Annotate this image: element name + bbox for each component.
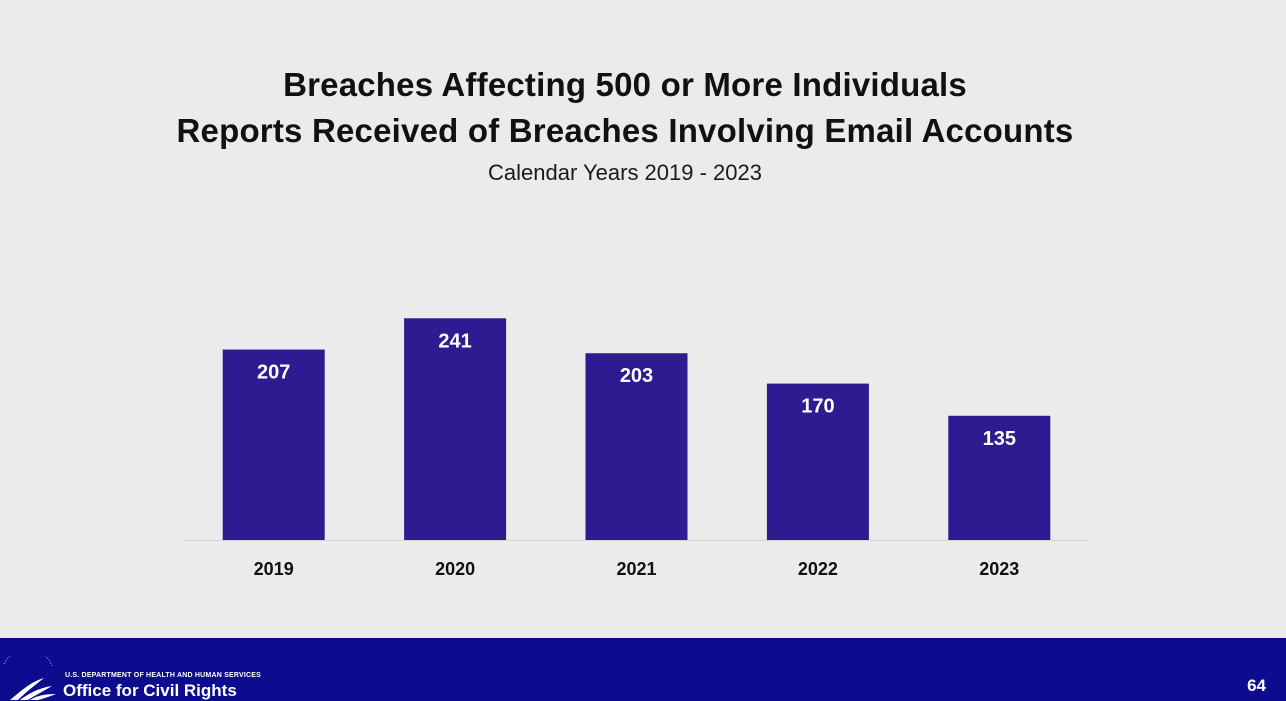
department-name: U.S. DEPARTMENT OF HEALTH AND HUMAN SERV… [65, 672, 261, 679]
data-label-2019: 207 [257, 362, 290, 384]
footer-bar: U.S. DEPARTMENT OF HEALTH AND HUMAN SERV… [0, 638, 1286, 701]
bar-chart: 207 2019 241 2020 203 2021 170 2022 135 2023 [183, 318, 1090, 579]
bar-2020 [404, 318, 507, 540]
chart-titles: Breaches Affecting 500 or More Individua… [0, 62, 1250, 190]
bar-2019 [222, 349, 325, 540]
x-tick-label-2023: 2023 [979, 559, 1019, 579]
hhs-eagle-seal-icon [3, 656, 56, 700]
office-name: Office for Civil Rights [63, 681, 237, 700]
data-label-2022: 170 [801, 396, 834, 418]
bar-2021 [585, 353, 688, 540]
bar-2023 [948, 415, 1051, 540]
x-tick-label-2020: 2020 [435, 559, 475, 579]
chart-title-line-2: Reports Received of Breaches Involving E… [176, 112, 1074, 149]
chart-title: Breaches Affecting 500 or More Individua… [283, 66, 967, 103]
chart-subtitle: Calendar Years 2019 - 2023 [488, 160, 762, 185]
data-label-2020: 241 [438, 330, 471, 352]
x-tick-label-2022: 2022 [798, 559, 838, 579]
data-label-2021: 203 [620, 365, 653, 387]
data-label-2023: 135 [983, 428, 1016, 450]
x-tick-label-2021: 2021 [616, 559, 656, 579]
bar-2022 [766, 383, 869, 540]
page-number: 64 [1247, 676, 1266, 695]
x-tick-label-2019: 2019 [254, 559, 294, 579]
